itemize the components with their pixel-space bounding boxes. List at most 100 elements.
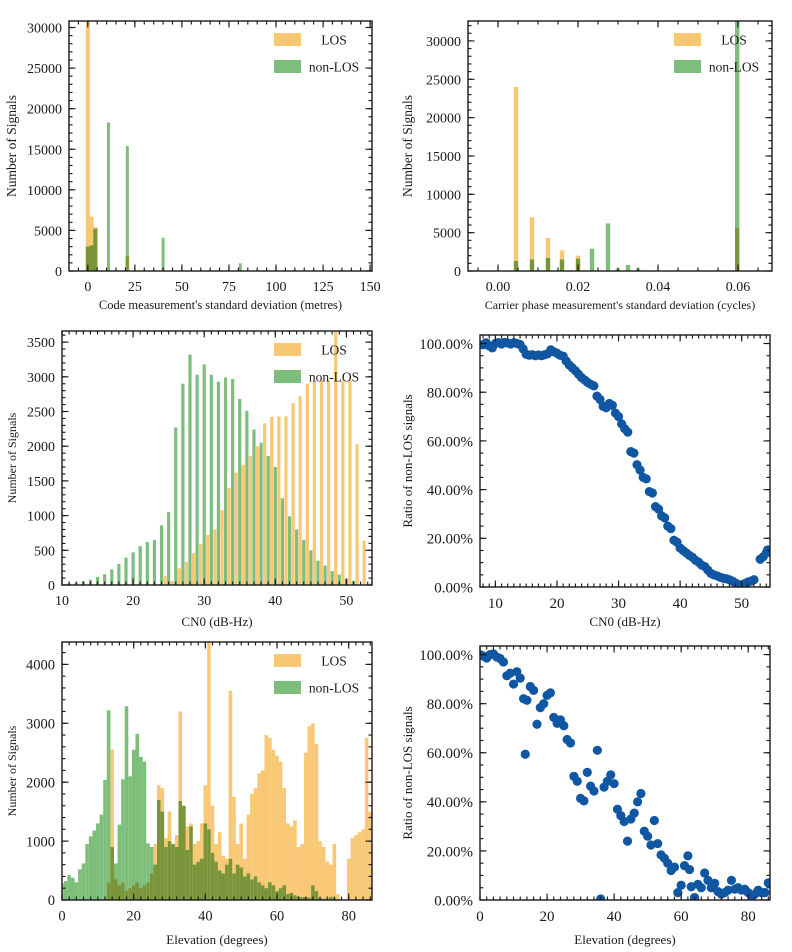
y-axis-label: Number of Signals (5, 412, 19, 503)
legend-label: LOS (321, 33, 347, 48)
bar (336, 894, 340, 900)
bar (146, 843, 150, 900)
x-tick-label: 0 (84, 280, 91, 295)
bar (199, 544, 203, 585)
y-tick-label: 0 (48, 579, 55, 594)
bar (303, 752, 308, 900)
y-axis-label: Ratio of non-LOS signals (400, 706, 415, 839)
x-tick-label: 10 (488, 596, 503, 612)
x-tick-label: 0.04 (646, 280, 671, 295)
bar (280, 498, 285, 585)
carrier-phase-std-histogram-legend: LOS non-LOS (674, 33, 759, 75)
subplot-code-std-histogram: 0 25 50 75 100 125 150 0 5000 10000 15000 20000 2500… (0, 0, 396, 317)
y-tick-label: 1500 (27, 475, 55, 490)
data-point (559, 721, 569, 731)
bar (124, 557, 128, 585)
bar (145, 541, 149, 585)
x-tick-label: 75 (222, 280, 236, 295)
bar (228, 858, 233, 900)
bar (181, 383, 185, 585)
data-point (539, 699, 549, 709)
y-tick-label: 3000 (27, 371, 55, 386)
y-axis-label: Number of Signals (4, 95, 19, 197)
x-tick-label: 50 (734, 596, 749, 612)
bar (253, 876, 258, 900)
y-tick-label: 60.00% (427, 746, 473, 762)
bar (110, 569, 114, 585)
x-tick-label: 0.02 (566, 280, 591, 295)
bar (311, 885, 315, 900)
bar (174, 846, 179, 900)
carrier-phase-std-histogram-labels: 0.00 0.02 0.04 0.06 0 5000 10000 15000 20000 2500… (400, 35, 755, 312)
bar (355, 444, 359, 585)
legend-swatch-LOS (274, 343, 301, 356)
bar (589, 248, 595, 271)
bar (231, 378, 235, 585)
y-tick-label: 30000 (426, 35, 461, 50)
bar (149, 846, 154, 900)
bar (89, 245, 94, 271)
bar (156, 799, 161, 900)
bar (210, 852, 215, 900)
y-tick-label: 2500 (27, 406, 55, 421)
bar (85, 21, 90, 271)
data-point (565, 738, 576, 748)
x-tick-label: 0.06 (726, 280, 751, 295)
bar (321, 846, 326, 900)
bar (291, 403, 295, 585)
x-tick-label: 40 (607, 909, 622, 925)
bar (545, 238, 551, 271)
legend-label: LOS (321, 343, 347, 358)
y-tick-label: 0.00% (434, 580, 473, 596)
legend-swatch-LOS (274, 33, 301, 46)
bar (257, 882, 261, 900)
bar (323, 565, 327, 585)
bar (74, 882, 79, 900)
bar (177, 568, 181, 585)
bar (188, 354, 192, 585)
bar (209, 374, 213, 585)
bar (257, 773, 261, 900)
y-tick-label: 2000 (26, 775, 55, 791)
bar (271, 749, 276, 900)
x-tick-label: 25 (128, 280, 142, 295)
y-tick-label: 80.00% (427, 386, 473, 402)
bar (263, 423, 267, 585)
bar (70, 877, 75, 900)
bar (184, 562, 189, 585)
data-point (606, 770, 616, 780)
bar (159, 525, 164, 585)
cn0-histogram-legend: LOS non-LOS (274, 343, 359, 385)
data-point (669, 862, 680, 872)
bar (287, 516, 292, 585)
data-point (629, 448, 639, 458)
bar (232, 796, 236, 900)
data-point (763, 878, 770, 888)
code-std-histogram-axes (68, 20, 373, 272)
cn0-histogram-axes (61, 330, 373, 586)
bar (255, 446, 260, 585)
bar (348, 380, 352, 585)
legend-swatch-non-LOS (274, 60, 301, 73)
bar (139, 756, 143, 900)
bar (96, 823, 100, 900)
cn0-histogram-canvas: 10 20 30 40 500500100015002000250030003500CN… (5, 330, 373, 629)
x-tick-label: 60 (270, 909, 285, 925)
y-tick-label: 1000 (26, 834, 55, 850)
bar (234, 472, 238, 585)
bar (302, 539, 306, 585)
cn0-ratio-scatter-points (480, 337, 770, 587)
bar (307, 897, 312, 900)
y-tick-label: 0 (454, 265, 461, 280)
bar (282, 885, 286, 900)
bar (337, 574, 341, 585)
series-non-LOS (62, 706, 358, 900)
x-tick-label: 10 (55, 594, 69, 609)
y-tick-label: 4000 (26, 658, 55, 674)
bar (103, 779, 107, 900)
bar (199, 858, 204, 900)
bar (513, 261, 519, 271)
bar (625, 264, 631, 271)
bar (266, 455, 270, 585)
legend-label: LOS (321, 654, 347, 669)
